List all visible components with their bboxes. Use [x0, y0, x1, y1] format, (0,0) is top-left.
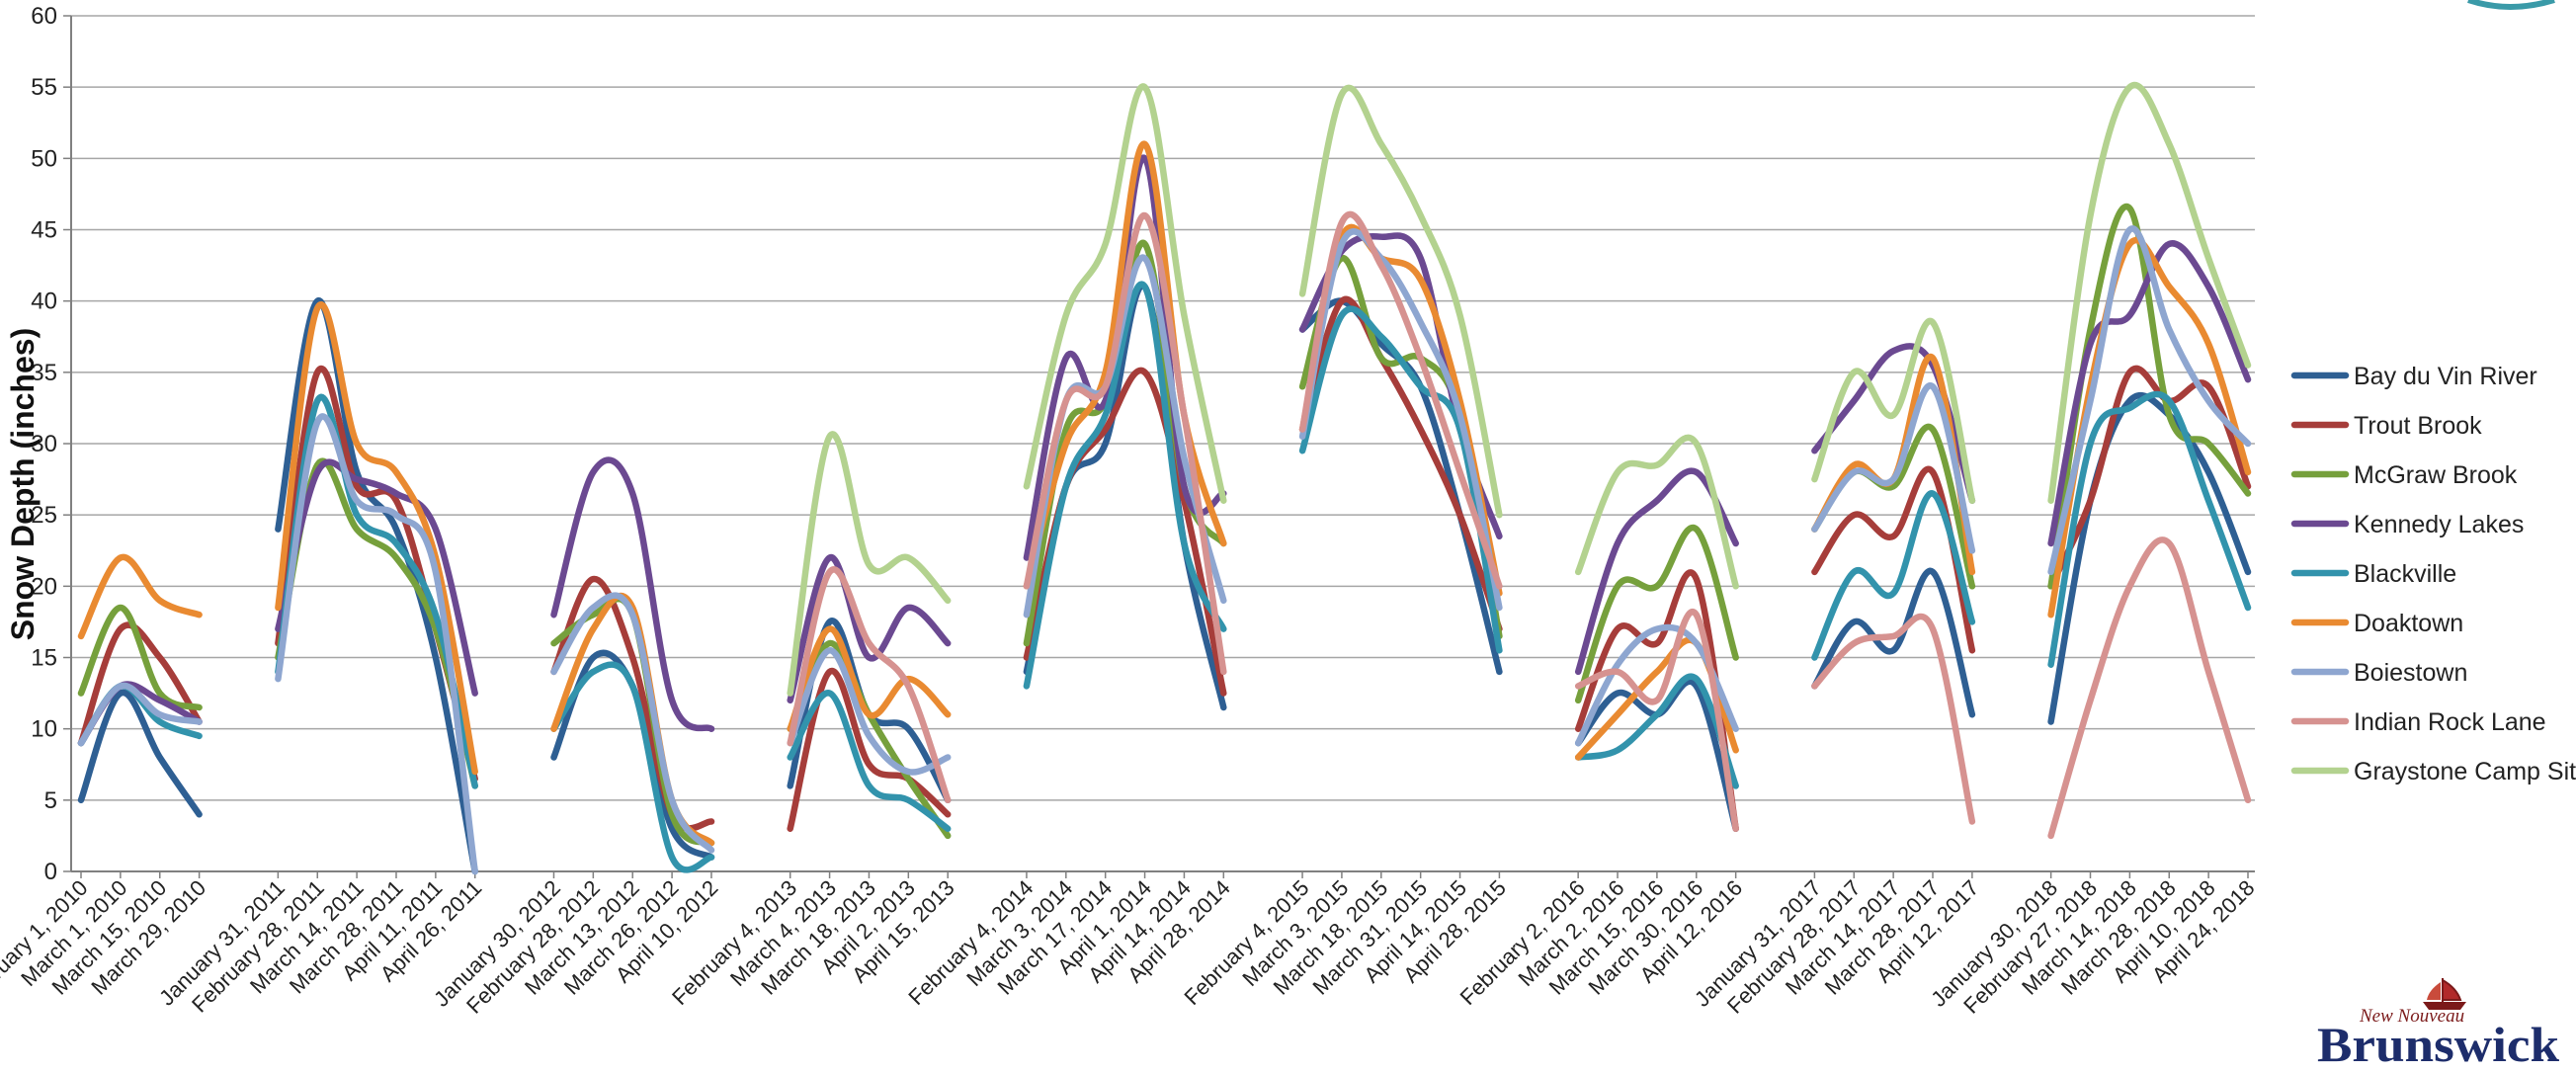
- legend-entry: Blackville: [2354, 560, 2456, 588]
- y-tick-label: 35: [31, 360, 57, 386]
- series-line-segment: [275, 458, 478, 697]
- legend: Bay du Vin River Trout Brook McGraw Brook K…: [2290, 363, 2576, 785]
- series-line-segment: [1574, 524, 1739, 704]
- series-line-segment: [550, 456, 715, 732]
- series-line-segment: [2047, 225, 2252, 576]
- series-line-segment: [275, 413, 478, 875]
- series-line-segment: [1574, 673, 1739, 789]
- series-doaktown: [77, 140, 2252, 847]
- series-line-segment: [1811, 423, 1976, 590]
- series-line-segment: [2047, 391, 2252, 725]
- series-indian-rock-lane: [787, 210, 2252, 840]
- series-line-segment: [1298, 228, 1503, 612]
- series-boiestown: [77, 225, 2252, 875]
- legend-entry: McGraw Brook: [2354, 461, 2518, 489]
- series-line-segment: [77, 553, 203, 640]
- series-line-segment: [1811, 490, 1976, 661]
- series-line-segment: [2047, 240, 2252, 547]
- series-line-segment: [77, 689, 203, 818]
- series-line-segment: [2047, 81, 2252, 504]
- series-line-segment: [550, 596, 715, 847]
- series-line-segment: [550, 592, 715, 854]
- series-line-segment: [2047, 390, 2252, 668]
- y-tick-label: 30: [31, 431, 57, 457]
- y-tick-label: 5: [44, 787, 57, 814]
- series-line-segment: [1811, 382, 1976, 554]
- y-tick-label: 60: [31, 3, 57, 30]
- y-tick-label: 50: [31, 145, 57, 172]
- series-graystone-camp-site: [787, 81, 2252, 697]
- ship-icon: [2423, 978, 2466, 1010]
- series-line-segment: [1023, 281, 1227, 690]
- y-tick-label: 10: [31, 716, 57, 743]
- y-axis-label: Snow Depth (inches): [5, 328, 41, 640]
- series-line-segment: [77, 682, 203, 747]
- series-line-segment: [787, 566, 952, 804]
- legend-entry: Trout Brook: [2354, 412, 2482, 440]
- y-tick-label: 0: [44, 859, 57, 885]
- series-line-segment: [787, 431, 952, 697]
- new-brunswick-logo: New Nouveau Brunswick: [2317, 978, 2559, 1072]
- y-tick-label: 40: [31, 289, 57, 315]
- legend-entry: Graystone Camp Site: [2354, 758, 2576, 785]
- series-line-segment: [550, 661, 715, 873]
- y-tick-label: 15: [31, 645, 57, 672]
- series-line-segment: [1811, 317, 1976, 504]
- series-line-segment: [1298, 210, 1503, 590]
- series-line-segment: [2047, 366, 2252, 590]
- series-line-segment: [787, 554, 952, 704]
- series-line-segment: [1298, 84, 1503, 519]
- legend-entry: Indian Rock Lane: [2354, 708, 2546, 736]
- series-line-segment: [787, 690, 952, 832]
- series-line-segment: [77, 604, 203, 711]
- series-line-segment: [1574, 608, 1739, 832]
- series-lines: [77, 81, 2252, 875]
- legend-entry: Bay du Vin River: [2354, 363, 2537, 390]
- corner-swoosh-icon: [2467, 0, 2555, 10]
- series-line-segment: [1023, 211, 1227, 676]
- logo-small-text: New Nouveau: [2359, 1006, 2464, 1027]
- series-line-segment: [1298, 305, 1503, 654]
- series-line-segment: [1811, 567, 1976, 718]
- y-tick-label: 55: [31, 74, 57, 101]
- series-line-segment: [275, 301, 478, 776]
- legend-entry: Doaktown: [2354, 610, 2463, 637]
- series-line-segment: [1298, 295, 1503, 632]
- y-tick-label: 45: [31, 217, 57, 244]
- series-line-segment: [787, 625, 952, 732]
- y-tick-label: 25: [31, 502, 57, 529]
- series-line-segment: [1574, 434, 1739, 590]
- series-line-segment: [1023, 83, 1227, 504]
- logo-big-text: Brunswick: [2317, 1017, 2559, 1072]
- legend-entry: Kennedy Lakes: [2354, 511, 2524, 538]
- series-line-segment: [1811, 613, 1976, 825]
- series-line-segment: [2047, 536, 2252, 840]
- y-tick-label: 20: [31, 573, 57, 600]
- series-line-segment: [787, 647, 952, 776]
- y-axis-ticks: 0 5 10 15 20 25 30 35 40 45 50 55 60: [31, 3, 71, 885]
- legend-entry: Boiestown: [2354, 659, 2467, 687]
